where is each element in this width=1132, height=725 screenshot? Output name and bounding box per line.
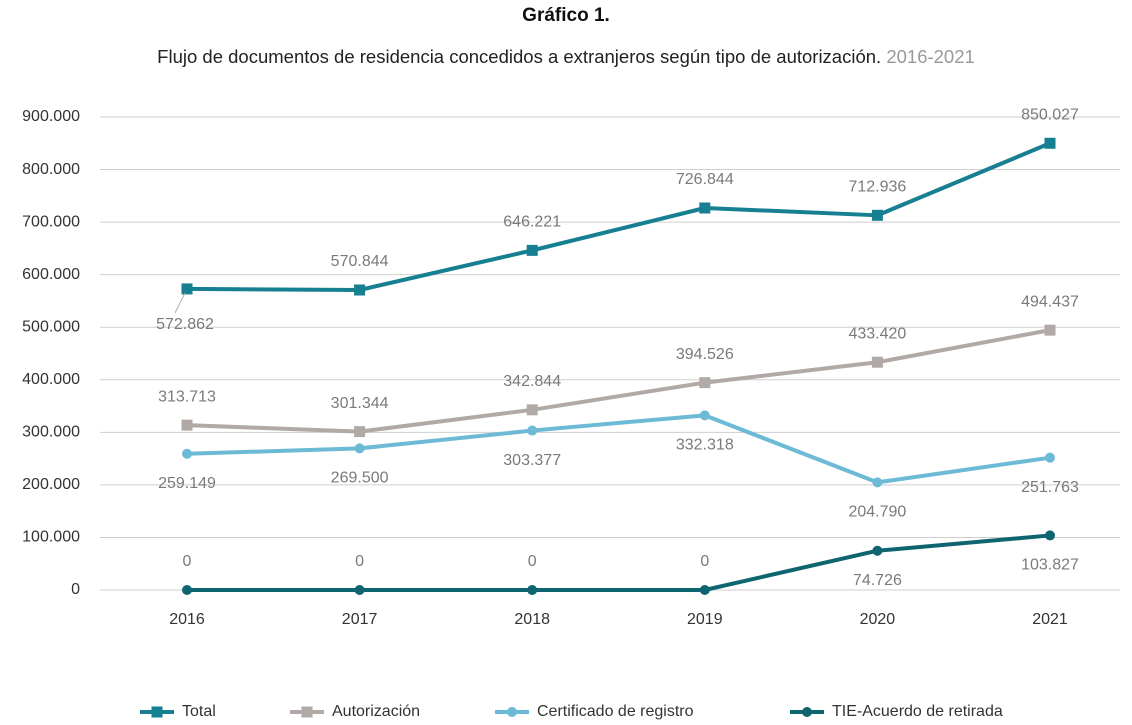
data-label: 0	[355, 553, 364, 570]
data-point	[699, 410, 710, 421]
data-label: 570.844	[331, 253, 389, 270]
data-point	[181, 283, 193, 295]
legend-marker	[151, 706, 163, 718]
data-label: 0	[700, 553, 709, 570]
data-label: 301.344	[331, 395, 389, 412]
data-label: 494.437	[1021, 293, 1079, 310]
legend-label: Total	[182, 703, 216, 720]
x-tick-label: 2019	[687, 611, 723, 628]
data-point	[354, 284, 366, 296]
data-point	[699, 202, 711, 214]
series-line	[186, 328, 1051, 434]
y-tick-label: 200.000	[22, 476, 80, 493]
data-label: 850.027	[1021, 106, 1079, 123]
y-tick-label: 500.000	[22, 318, 80, 335]
data-point	[699, 585, 710, 595]
data-label: 332.318	[676, 437, 734, 454]
data-point	[182, 585, 192, 595]
data-point	[872, 545, 883, 556]
y-tick-label: 400.000	[22, 371, 80, 388]
data-point	[871, 356, 883, 368]
series-line	[186, 141, 1051, 292]
leader-line	[174, 292, 186, 314]
data-point	[699, 377, 711, 389]
series-line	[186, 413, 1051, 485]
x-tick-label: 2017	[342, 611, 378, 628]
legend-label: Certificado de registro	[537, 703, 694, 720]
data-point	[1044, 324, 1056, 336]
x-tick-label: 2020	[860, 611, 896, 628]
data-label: 103.827	[1021, 557, 1079, 574]
y-tick-label: 0	[71, 581, 80, 598]
data-label: 259.149	[158, 475, 216, 492]
x-tick-label: 2016	[169, 611, 205, 628]
y-tick-label: 100.000	[22, 529, 80, 546]
data-point	[872, 477, 883, 488]
data-label: 394.526	[676, 346, 734, 363]
data-point	[1045, 530, 1055, 541]
data-label: 0	[528, 553, 537, 570]
chart-title: Gráfico 1.	[522, 5, 610, 26]
legend-label: TIE-Acuerdo de retirada	[832, 703, 1003, 720]
chart-subtitle: Flujo de documentos de residencia conced…	[157, 46, 975, 67]
data-label: 646.221	[503, 214, 561, 231]
data-label: 433.420	[848, 325, 906, 342]
subtitle-period: 2016-2021	[886, 46, 974, 67]
subtitle-text: Flujo de documentos de residencia conced…	[157, 46, 881, 67]
data-label: 74.726	[853, 572, 902, 589]
data-point	[527, 425, 538, 436]
x-tick-label: 2021	[1032, 611, 1068, 628]
legend-marker	[507, 707, 517, 717]
data-label: 313.713	[158, 388, 216, 405]
data-point	[871, 209, 883, 221]
data-point	[1044, 137, 1056, 149]
series-line	[187, 533, 1051, 592]
y-tick-label: 800.000	[22, 161, 80, 178]
y-tick-label: 600.000	[22, 266, 80, 283]
data-point	[354, 585, 365, 595]
legend-marker	[301, 706, 313, 718]
data-point	[527, 585, 538, 595]
data-point	[354, 426, 366, 438]
data-label: 0	[183, 553, 192, 570]
data-point	[354, 443, 365, 454]
data-label: 303.377	[503, 452, 561, 469]
data-label: 269.500	[331, 470, 389, 487]
data-label: 251.763	[1021, 479, 1079, 496]
data-point	[181, 419, 193, 431]
data-point	[182, 448, 192, 459]
y-tick-label: 900.000	[22, 108, 80, 125]
y-tick-label: 700.000	[22, 213, 80, 230]
data-label: 726.844	[676, 171, 734, 188]
data-label: 342.844	[503, 373, 561, 390]
y-tick-label: 300.000	[22, 424, 80, 441]
x-tick-label: 2018	[514, 611, 550, 628]
data-label: 712.936	[848, 179, 906, 196]
data-point	[526, 404, 538, 416]
data-point	[1045, 452, 1055, 463]
data-label: 572.862	[156, 316, 214, 333]
legend-marker	[802, 707, 812, 717]
legend-label: Autorización	[332, 703, 420, 720]
data-point	[526, 244, 538, 256]
data-label: 204.790	[848, 504, 906, 521]
